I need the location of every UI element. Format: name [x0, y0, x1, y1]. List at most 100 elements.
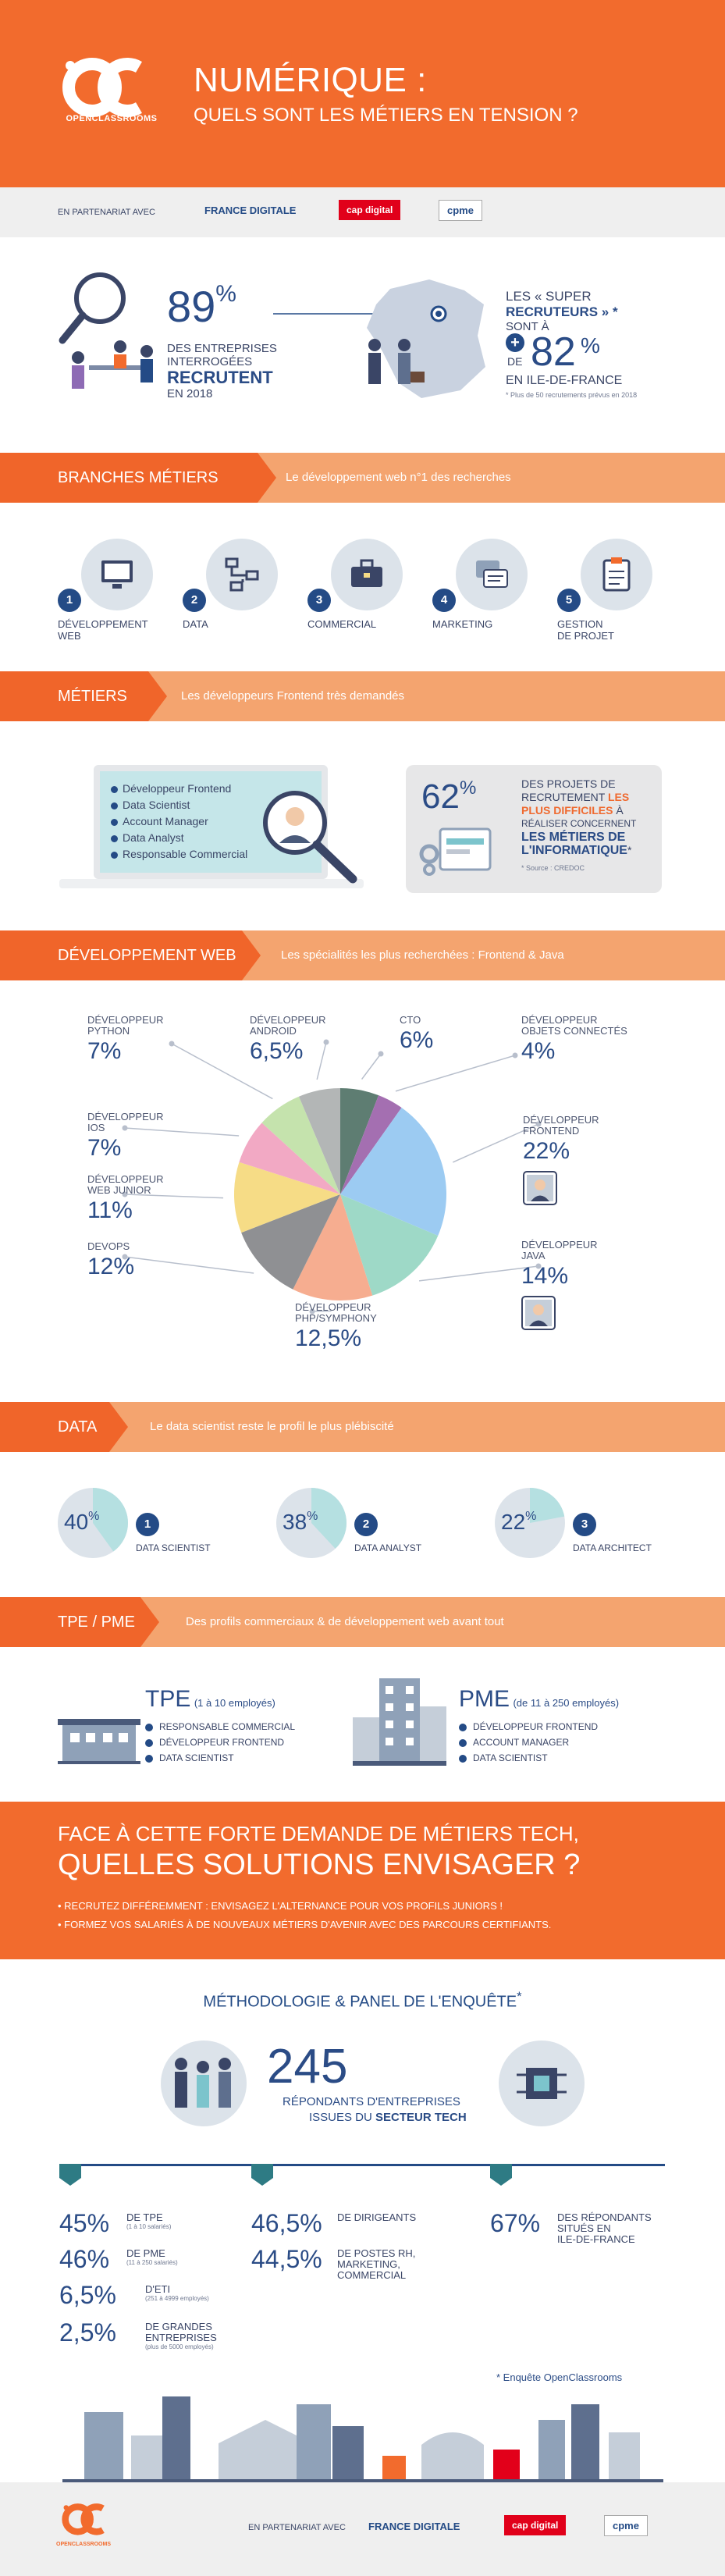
section-tpe-tag: TPE / PME	[0, 1597, 140, 1647]
metier-list-item: Développeur Frontend	[111, 781, 247, 797]
data-pct: 38	[283, 1510, 307, 1534]
pie-leader-dot	[535, 1121, 542, 1127]
footer-cap-digital: cap digital	[504, 2515, 567, 2535]
pie-value: 12%	[87, 1254, 135, 1279]
metier-list-item: Data Scientist	[111, 797, 247, 813]
methodo-label: DES RÉPONDANTS	[557, 2211, 652, 2223]
pie-value: 6%	[400, 1027, 434, 1053]
data-label: DATA SCIENTIST	[136, 1542, 211, 1553]
metier-label: Account Manager	[123, 815, 208, 827]
pie-slice	[340, 1107, 446, 1236]
methodo-label-2: ENTREPRISES	[145, 2332, 217, 2343]
right-line2: RECRUTEURS » *	[506, 304, 618, 319]
data-donut	[495, 1488, 565, 1558]
pie-value: 22%	[523, 1138, 570, 1164]
plus-badge: +	[506, 333, 524, 352]
stat-source: * Source : CREDOC	[521, 864, 585, 872]
branch-label: MARKETING	[432, 618, 493, 630]
data-number: 3	[573, 1513, 596, 1536]
tpe-bullet	[145, 1754, 153, 1763]
stat-r2-row: RECRUTEMENT LES	[521, 791, 654, 804]
pie-value: 7%	[87, 1038, 122, 1064]
divider-marker-3	[490, 2164, 512, 2186]
pie-label-2: IOS	[87, 1122, 105, 1133]
intro-line4: EN 2018	[167, 387, 213, 400]
pme-list-item: DATA SCIENTIST	[459, 1750, 598, 1766]
briefcase-icon	[351, 559, 382, 587]
pie-leader-dot	[169, 1041, 175, 1047]
pie-leader-dot	[309, 1308, 315, 1315]
methodo-pct: 44,5%	[251, 2245, 322, 2273]
pie-value: 14%	[521, 1263, 569, 1289]
data-pct-wrap: 38%	[283, 1510, 318, 1535]
tpe-title: TPE	[145, 1686, 191, 1712]
methodo-count-l1: RÉPONDANTS D'ENTREPRISES	[283, 2095, 460, 2108]
methodo-label: DE PME	[126, 2247, 165, 2259]
data-number: 1	[136, 1513, 159, 1536]
pie-leader-dot	[323, 1039, 329, 1045]
pme-sub: (de 11 à 250 employés)	[513, 1697, 620, 1709]
methodo-label-2: SITUÉS EN	[557, 2222, 611, 2234]
methodo-label: DE GRANDES	[145, 2321, 212, 2332]
pie-leader-dot	[122, 1125, 128, 1131]
developer-avatar-icon	[521, 1296, 556, 1330]
section-metiers-desc: Les développeurs Frontend très demandés	[181, 689, 405, 703]
tpe-list-item: DÉVELOPPEUR FRONTEND	[145, 1735, 295, 1750]
pme-title: PME	[459, 1686, 510, 1712]
methodo-divider	[59, 2164, 665, 2166]
metier-label: Responsable Commercial	[123, 848, 248, 860]
intro-footnote: * Plus de 50 recrutements prévus en 2018	[506, 391, 638, 399]
chip-icon	[499, 2041, 585, 2126]
pie-leader-line	[124, 1194, 224, 1199]
stat-r3b: À	[616, 804, 624, 817]
stat-r6b: *	[627, 844, 632, 856]
stat-r5: LES MÉTIERS DE	[521, 831, 626, 844]
pie-leader-dot	[122, 1191, 128, 1197]
tpe-list-label: RESPONSABLE COMMERCIAL	[159, 1721, 296, 1732]
gear-screen-icon	[419, 827, 492, 876]
section-devweb-tag: DÉVELOPPEMENT WEB	[0, 930, 242, 980]
page-title: NUMÉRIQUE :	[194, 61, 427, 99]
intro-line2: INTERROGÉES	[167, 355, 253, 368]
tpe-title-row: TPE (1 à 10 employés)	[145, 1686, 275, 1713]
footer-cpme: cpme	[604, 2515, 648, 2536]
devweb-arrow	[242, 930, 261, 980]
pme-title-row: PME (de 11 à 250 employés)	[459, 1686, 619, 1713]
methodo-note: (11 à 250 salariés)	[126, 2259, 178, 2266]
branch-label-2: DE PROJET	[557, 630, 614, 642]
branch-label: DÉVELOPPEMENT	[58, 618, 148, 630]
footer-france-digitale: FRANCE DIGITALE	[368, 2521, 460, 2532]
tpe-building-icon	[58, 1719, 140, 1764]
pie-label: DÉVELOPPEUR	[87, 1111, 164, 1123]
branch-label: COMMERCIAL	[307, 618, 377, 630]
france-map-illustration	[273, 279, 485, 398]
right-line1: LES « SUPER	[506, 289, 592, 304]
solutions-title2: QUELLES SOLUTIONS ENVISAGER ?	[58, 1848, 581, 1881]
pie-label: CTO	[400, 1014, 421, 1026]
tpe-sub: (1 à 10 employés)	[194, 1697, 275, 1709]
stat-r1: DES PROJETS DE	[521, 777, 616, 790]
pie-slice	[293, 1194, 373, 1300]
pie-leader-line	[395, 1055, 516, 1092]
pie-value: 6,5%	[250, 1038, 304, 1064]
pie-slice	[340, 1095, 402, 1194]
intro-pct: 89	[167, 282, 216, 331]
metier-bullet	[111, 819, 118, 827]
intro-pct-wrap: 89%	[167, 281, 236, 332]
pie-label-2: PYTHON	[87, 1025, 130, 1037]
pme-bullet	[459, 1738, 467, 1747]
intro-line3: RECRUTENT	[167, 368, 273, 387]
methodo-pct: 67%	[490, 2209, 541, 2237]
methodo-label: DE POSTES RH,	[337, 2247, 416, 2259]
de-label: DE	[507, 355, 523, 368]
stat-r2b: LES	[607, 791, 630, 803]
branch-number: 5	[557, 589, 581, 612]
pie-label-2: JAVA	[521, 1250, 546, 1261]
solutions-bullet1: • RECRUTEZ DIFFÉREMMENT : ENVISAGEZ L'AL…	[58, 1900, 503, 1912]
pme-list: DÉVELOPPEUR FRONTEND ACCOUNT MANAGER DATA …	[459, 1719, 598, 1766]
clipboard-icon	[602, 557, 631, 592]
tpe-list-label: DATA SCIENTIST	[159, 1752, 234, 1763]
data-pct-wrap: 22%	[501, 1510, 536, 1535]
pie-leader-dot	[535, 1263, 542, 1269]
intro-line1: DES ENTREPRISES	[167, 342, 277, 355]
